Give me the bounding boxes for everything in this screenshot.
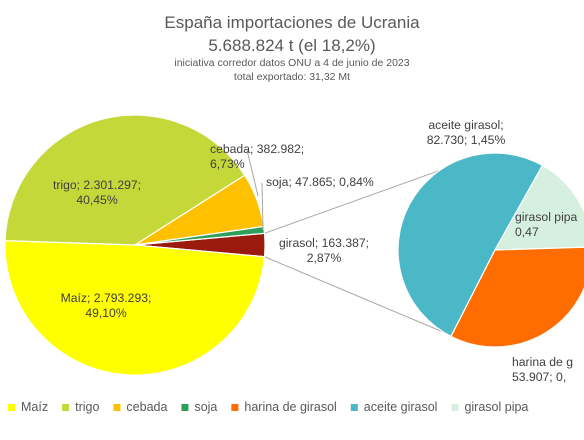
pie-connector-lines [264,170,444,333]
data-label-harina-de-girasol: harina de g 53.907; 0, [512,355,573,384]
legend-swatch [113,404,121,411]
data-label-girasol-pipa: girasol pipa 0,47 [515,210,578,239]
main-pie-slice-soja [134,225,266,246]
legend-label: aceite girasol [364,400,438,414]
legend-item-cebada: cebada [113,400,167,414]
legend-item-maiz: Maíz [8,400,48,414]
secondary-pie-slice-girasol-pipa [493,164,584,251]
leader-line-cebada [246,149,259,197]
main-pie-slice-maiz [4,239,266,376]
chart-title-block: España importaciones de Ucrania 5.688.82… [164,13,420,83]
legend-swatch [62,404,70,411]
legend-label: cebada [126,400,167,414]
legend-item-girasol-pipa: girasol pipa [451,400,528,414]
data-label-maiz: Maíz; 2.793.293; 49,10% [61,291,152,320]
secondary-pie-slice-harina-de-girasol [450,246,584,348]
data-labels: Maíz; 2.793.293; 49,10% trigo; 2.301.297; 4… [53,118,578,384]
legend-label: girasol pipa [464,400,528,414]
main-pie-slice-trigo [4,114,246,246]
data-label-cebada: cebada; 382.982; 6,73% [210,142,304,171]
secondary-pie-slice-aceite-girasol [397,152,544,338]
legend-item-soja: soja [181,400,217,414]
legend-label: Maíz [21,400,48,414]
chart-subtitle-total: 5.688.824 t (el 18,2%) [208,36,375,55]
legend-item-trigo: trigo [62,400,99,414]
legend-swatch [231,404,239,411]
chart-title: España importaciones de Ucrania [164,13,420,32]
data-label-soja: soja; 47.865; 0,84% [266,175,374,189]
connector-line-top [264,170,440,234]
main-pie [4,114,266,376]
legend-swatch [181,404,189,411]
chart-legend: Maíz trigo cebada soja harina de girasol acei… [8,400,528,414]
legend-label: soja [194,400,217,414]
data-label-aceite-girasol: aceite girasol; 82.730; 1,45% [427,118,506,147]
legend-label: trigo [75,400,99,414]
legend-label: harina de girasol [244,400,336,414]
legend-item-harina-de-girasol: harina de girasol [231,400,337,414]
chart-subtitle-source: iniciativa corredor datos ONU a 4 de jun… [174,57,409,69]
legend-swatch [451,404,459,411]
secondary-pie [397,152,584,348]
leader-line-soja [261,182,264,231]
data-label-trigo: trigo; 2.301.297; 40,45% [53,178,141,207]
data-label-girasol: girasol; 163.387; 2,87% [279,236,369,265]
connector-line-bottom [264,256,444,333]
legend-swatch [350,404,358,411]
chart-subtitle-exported: total exportado: 31,32 Mt [234,71,350,83]
legend-item-aceite-girasol: aceite girasol [350,400,438,414]
legend-swatch [8,404,15,411]
